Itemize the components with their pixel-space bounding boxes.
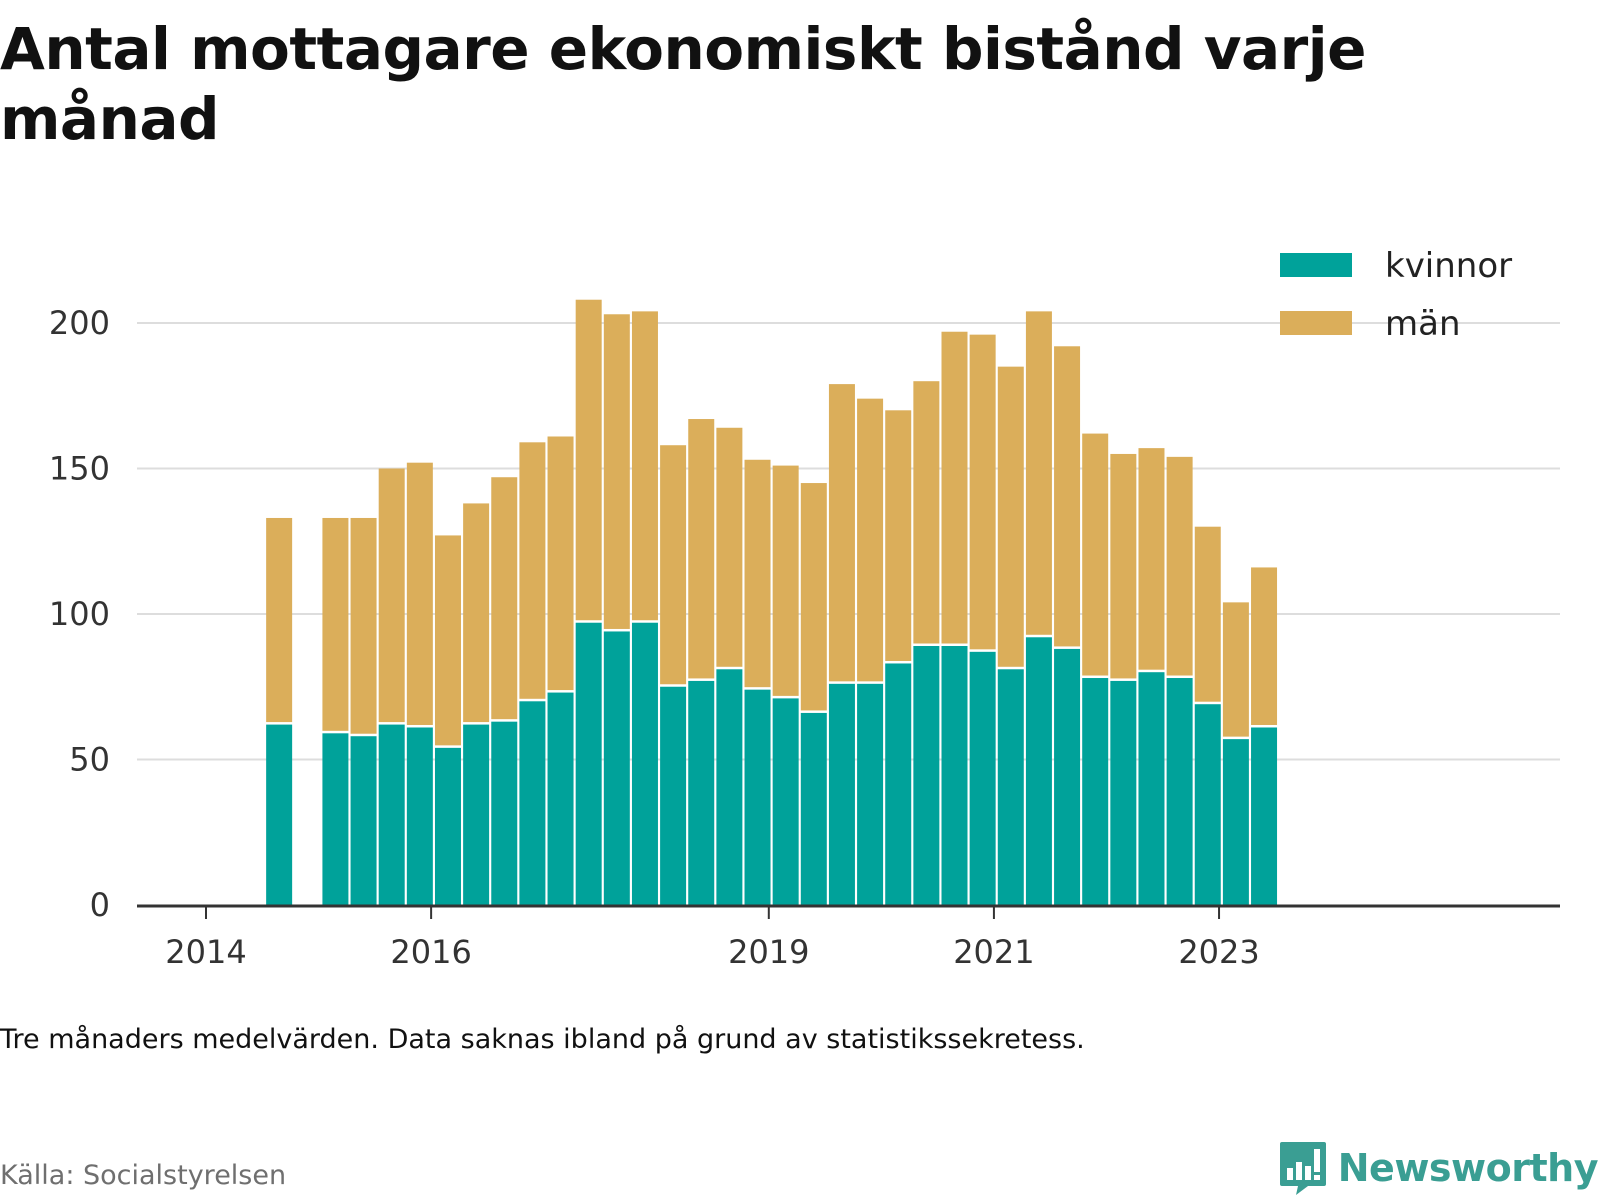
- y-tick-label: 0: [90, 886, 110, 924]
- y-tick-label: 150: [49, 450, 110, 488]
- bar-man: [463, 503, 490, 723]
- bar-man: [969, 334, 996, 650]
- bar-man: [772, 465, 799, 696]
- bar-kvinnor: [1194, 704, 1221, 905]
- bar-kvinnor: [1251, 727, 1278, 905]
- bar-kvinnor: [1166, 678, 1193, 905]
- bar-kvinnor: [800, 712, 827, 905]
- bar-man: [660, 445, 687, 685]
- legend-kvinnor-swatch: [1280, 253, 1352, 277]
- bar-kvinnor: [547, 692, 574, 905]
- bar-kvinnor: [1025, 637, 1052, 905]
- bar-man: [491, 477, 518, 720]
- bar-kvinnor: [941, 646, 968, 905]
- bar-man: [603, 314, 630, 629]
- y-tick-label: 50: [69, 741, 110, 779]
- newsworthy-icon: [1279, 1142, 1326, 1195]
- chart-title: Antal mottagare ekonomiskt bistånd varje…: [0, 15, 1367, 153]
- bar-man: [744, 459, 771, 688]
- bar-man: [1054, 346, 1081, 647]
- chart-area: 0 50 100 150 200 2014 2016 2019 2021 2023 kvinnor…: [49, 246, 1560, 971]
- bar-man: [828, 384, 855, 682]
- brand-logo: Newsworthy: [1278, 1140, 1599, 1196]
- bar-kvinnor: [716, 669, 743, 905]
- bar-man: [322, 517, 349, 731]
- bar-kvinnor: [997, 669, 1024, 905]
- legend-man-label: män: [1385, 304, 1461, 344]
- bar-kvinnor: [828, 683, 855, 905]
- bar-kvinnor: [688, 680, 715, 905]
- legend: kvinnor män: [1280, 246, 1512, 344]
- x-tick-label: 2019: [728, 933, 809, 971]
- bar-man: [997, 366, 1024, 667]
- chart-note: Tre månaders medelvärden. Data saknas ib…: [0, 1024, 1085, 1055]
- bar-kvinnor: [378, 724, 405, 905]
- bar-kvinnor: [660, 686, 687, 905]
- bar-kvinnor: [406, 727, 433, 905]
- x-tick-label: 2021: [953, 933, 1034, 971]
- legend-kvinnor-label: kvinnor: [1385, 246, 1512, 286]
- legend-man-swatch: [1280, 311, 1352, 335]
- bar-kvinnor: [631, 622, 658, 905]
- bar-kvinnor: [603, 631, 630, 905]
- bar-man: [1082, 433, 1109, 676]
- bar-man: [1222, 602, 1249, 737]
- bar-man: [885, 410, 912, 661]
- bar-kvinnor: [1082, 678, 1109, 905]
- bar-man: [941, 331, 968, 644]
- x-tick-label: 2023: [1178, 933, 1259, 971]
- bar-man: [1194, 526, 1221, 702]
- bar-kvinnor: [969, 651, 996, 905]
- bars: [266, 299, 1278, 905]
- bar-man: [913, 381, 940, 644]
- bar-man: [519, 442, 546, 699]
- bar-man: [575, 299, 602, 621]
- y-tick-label: 200: [49, 304, 110, 342]
- bar-man: [1025, 311, 1052, 635]
- bar-kvinnor: [434, 747, 461, 905]
- axes: 0 50 100 150 200 2014 2016 2019 2021 2023: [49, 304, 1560, 971]
- brand-name: Newsworthy: [1337, 1146, 1599, 1190]
- bar-man: [434, 535, 461, 746]
- bar-man: [1138, 448, 1165, 670]
- bar-man: [266, 517, 293, 723]
- bar-man: [378, 468, 405, 723]
- bar-man: [1110, 453, 1137, 679]
- bar-man: [800, 483, 827, 711]
- x-tick-label: 2016: [390, 933, 471, 971]
- bar-man: [857, 398, 884, 682]
- bar-kvinnor: [519, 701, 546, 905]
- bar-man: [547, 436, 574, 691]
- bar-kvinnor: [885, 663, 912, 905]
- bar-kvinnor: [322, 733, 349, 905]
- bar-man: [716, 427, 743, 667]
- bar-kvinnor: [491, 721, 518, 905]
- bar-kvinnor: [350, 736, 377, 905]
- source-text: Källa: Socialstyrelsen: [0, 1160, 287, 1191]
- bar-man: [406, 462, 433, 725]
- bar-kvinnor: [772, 698, 799, 905]
- bar-kvinnor: [913, 646, 940, 905]
- y-tick-label: 100: [49, 595, 110, 633]
- bar-man: [1251, 567, 1278, 725]
- bar-man: [688, 419, 715, 679]
- bar-kvinnor: [266, 724, 293, 905]
- bar-man: [350, 517, 377, 734]
- bar-kvinnor: [1054, 648, 1081, 905]
- bar-man: [1166, 456, 1193, 676]
- bar-kvinnor: [744, 689, 771, 905]
- bar-kvinnor: [1138, 672, 1165, 905]
- bar-kvinnor: [857, 683, 884, 905]
- bar-kvinnor: [463, 724, 490, 905]
- bar-kvinnor: [1110, 680, 1137, 905]
- bar-kvinnor: [1222, 739, 1249, 905]
- bar-man: [631, 311, 658, 621]
- bar-kvinnor: [575, 622, 602, 905]
- x-tick-label: 2014: [165, 933, 246, 971]
